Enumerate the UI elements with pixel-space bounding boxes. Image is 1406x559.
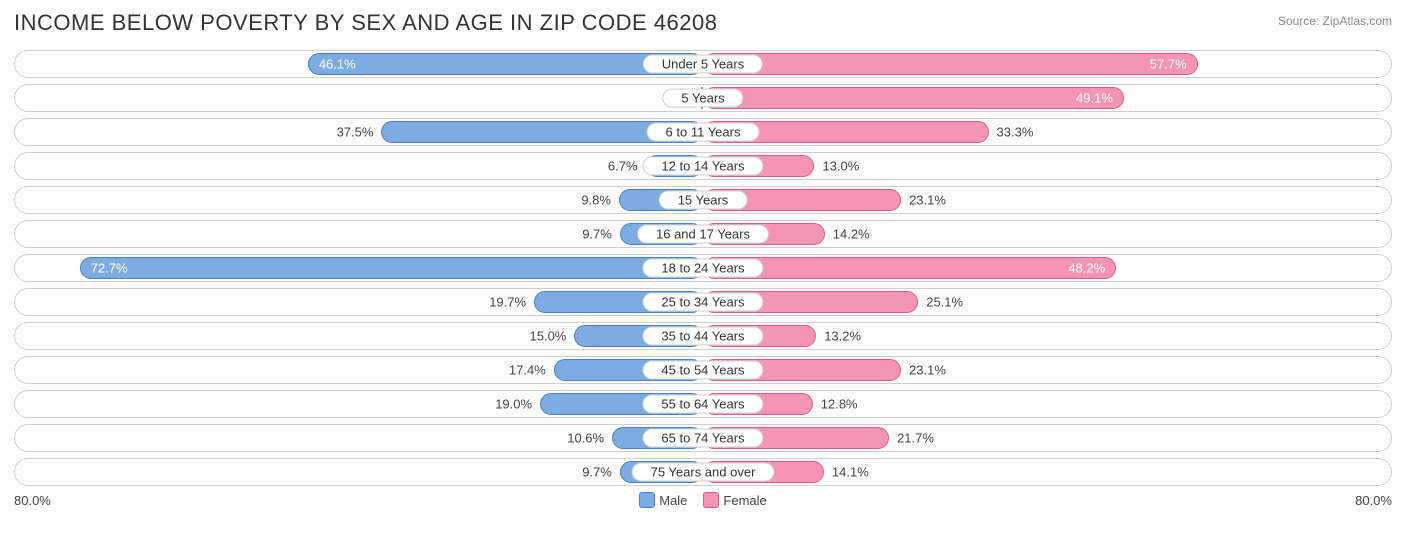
male-value-label: 6.7% — [608, 159, 638, 174]
chart-row: 15.0% 13.2% 35 to 44 Years — [14, 322, 1392, 350]
category-label: Under 5 Years — [643, 55, 763, 74]
axis-max-right: 80.0% — [1355, 493, 1392, 508]
female-value-label: 25.1% — [926, 295, 963, 310]
chart-row: 9.7% 14.1% 75 Years and over — [14, 458, 1392, 486]
chart-row: 9.7% 14.2% 16 and 17 Years — [14, 220, 1392, 248]
legend-male-label: Male — [659, 493, 687, 508]
category-label: 75 Years and over — [632, 463, 775, 482]
male-value-label: 19.0% — [495, 397, 532, 412]
male-bar — [80, 257, 703, 279]
male-value-label: 17.4% — [509, 363, 546, 378]
female-bar — [703, 257, 1116, 279]
category-label: 5 Years — [662, 89, 743, 108]
category-label: 18 to 24 Years — [642, 259, 763, 278]
male-value-label: 37.5% — [337, 125, 374, 140]
male-value-label: 10.6% — [567, 431, 604, 446]
chart-row: 72.7% 48.2% 18 to 24 Years — [14, 254, 1392, 282]
category-label: 45 to 54 Years — [642, 361, 763, 380]
female-bar — [703, 53, 1198, 75]
male-value-label: 9.7% — [582, 465, 612, 480]
legend-male: Male — [639, 492, 687, 508]
female-value-label: 13.2% — [824, 329, 861, 344]
male-value-label: 15.0% — [530, 329, 567, 344]
chart-row: 19.7% 25.1% 25 to 34 Years — [14, 288, 1392, 316]
chart-legend: Male Female — [51, 492, 1355, 508]
chart-row: 19.0% 12.8% 55 to 64 Years — [14, 390, 1392, 418]
category-label: 16 and 17 Years — [637, 225, 769, 244]
female-swatch-icon — [703, 492, 719, 508]
male-value-label: 72.7% — [91, 261, 128, 276]
legend-female-label: Female — [723, 493, 766, 508]
male-value-label: 9.8% — [581, 193, 611, 208]
category-label: 25 to 34 Years — [642, 293, 763, 312]
chart-row: 37.5% 33.3% 6 to 11 Years — [14, 118, 1392, 146]
category-label: 15 Years — [659, 191, 748, 210]
male-value-label: 19.7% — [489, 295, 526, 310]
chart-row: 17.4% 23.1% 45 to 54 Years — [14, 356, 1392, 384]
category-label: 12 to 14 Years — [642, 157, 763, 176]
female-value-label: 57.7% — [1150, 57, 1187, 72]
legend-female: Female — [703, 492, 766, 508]
category-label: 35 to 44 Years — [642, 327, 763, 346]
male-value-label: 9.7% — [582, 227, 612, 242]
female-value-label: 23.1% — [909, 193, 946, 208]
female-value-label: 23.1% — [909, 363, 946, 378]
chart-row: 6.7% 13.0% 12 to 14 Years — [14, 152, 1392, 180]
source-attribution: Source: ZipAtlas.com — [1278, 10, 1392, 28]
chart-title: INCOME BELOW POVERTY BY SEX AND AGE IN Z… — [14, 10, 717, 36]
male-swatch-icon — [639, 492, 655, 508]
male-value-label: 46.1% — [319, 57, 356, 72]
chart-row: 10.6% 21.7% 65 to 74 Years — [14, 424, 1392, 452]
female-value-label: 48.2% — [1068, 261, 1105, 276]
female-value-label: 33.3% — [997, 125, 1034, 140]
female-value-label: 14.1% — [832, 465, 869, 480]
female-value-label: 49.1% — [1076, 91, 1113, 106]
female-value-label: 12.8% — [821, 397, 858, 412]
female-value-label: 21.7% — [897, 431, 934, 446]
poverty-chart: 46.1%57.7%Under 5 Years0.0%49.1%5 Years3… — [14, 50, 1392, 486]
female-bar — [703, 87, 1124, 109]
category-label: 65 to 74 Years — [642, 429, 763, 448]
axis-max-left: 80.0% — [14, 493, 51, 508]
chart-row: 9.8% 23.1% 15 Years — [14, 186, 1392, 214]
category-label: 55 to 64 Years — [642, 395, 763, 414]
chart-row: 0.0%49.1%5 Years — [14, 84, 1392, 112]
category-label: 6 to 11 Years — [647, 123, 760, 142]
chart-row: 46.1% 57.7% Under 5 Years — [14, 50, 1392, 78]
female-value-label: 14.2% — [833, 227, 870, 242]
female-value-label: 13.0% — [822, 159, 859, 174]
